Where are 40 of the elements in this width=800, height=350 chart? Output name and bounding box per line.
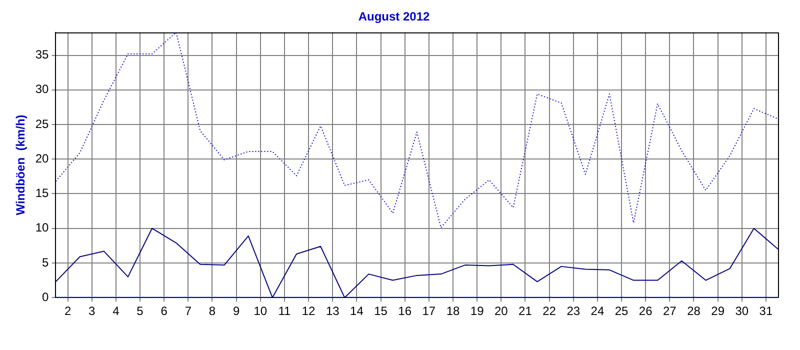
x-tick-label: 7: [184, 304, 192, 318]
x-tick-label: 18: [446, 304, 460, 318]
x-tick-label: 8: [208, 304, 216, 318]
x-tick-label: 11: [278, 304, 292, 318]
x-tick-label: 27: [662, 304, 677, 318]
x-tick-label: 29: [711, 304, 725, 318]
x-tick-label: 19: [470, 304, 484, 318]
x-tick-label: 10: [254, 304, 268, 318]
x-tick-label: 14: [350, 304, 364, 318]
x-tick-label: 6: [160, 304, 168, 318]
y-tick-label: 0: [42, 290, 50, 304]
x-tick-label: 5: [136, 304, 144, 318]
y-tick-label: 30: [35, 82, 50, 96]
x-tick-label: 16: [398, 304, 412, 318]
y-tick-label: 10: [35, 220, 50, 235]
y-axis-title: Windböen (km/h): [14, 114, 28, 216]
x-tick-label: 3: [88, 304, 96, 318]
x-tick-label: 2: [64, 304, 72, 318]
x-tick-label: 25: [614, 304, 629, 318]
x-tick-label: 13: [326, 304, 340, 318]
x-tick-label: 21: [518, 304, 532, 318]
x-tick-label: 4: [112, 304, 120, 318]
y-tick-label: 20: [35, 151, 50, 166]
x-tick-label: 9: [232, 304, 240, 318]
y-tick-label: 25: [35, 116, 50, 131]
x-tick-label: 26: [638, 304, 653, 318]
x-tick-label: 17: [422, 304, 436, 318]
x-tick-label: 12: [302, 304, 316, 318]
chart-title: August 2012: [358, 10, 430, 24]
y-tick-label: 5: [42, 255, 50, 270]
x-tick-label: 28: [687, 304, 701, 318]
x-tick-label: 15: [374, 304, 388, 318]
x-tick-label: 31: [759, 304, 773, 318]
y-tick-label: 35: [35, 48, 50, 62]
y-tick-label: 15: [35, 186, 50, 200]
x-tick-label: 23: [566, 304, 580, 318]
x-tick-label: 24: [590, 304, 604, 318]
x-tick-label: 30: [735, 304, 749, 318]
x-tick-label: 22: [542, 304, 556, 318]
x-tick-label: 20: [494, 304, 508, 318]
